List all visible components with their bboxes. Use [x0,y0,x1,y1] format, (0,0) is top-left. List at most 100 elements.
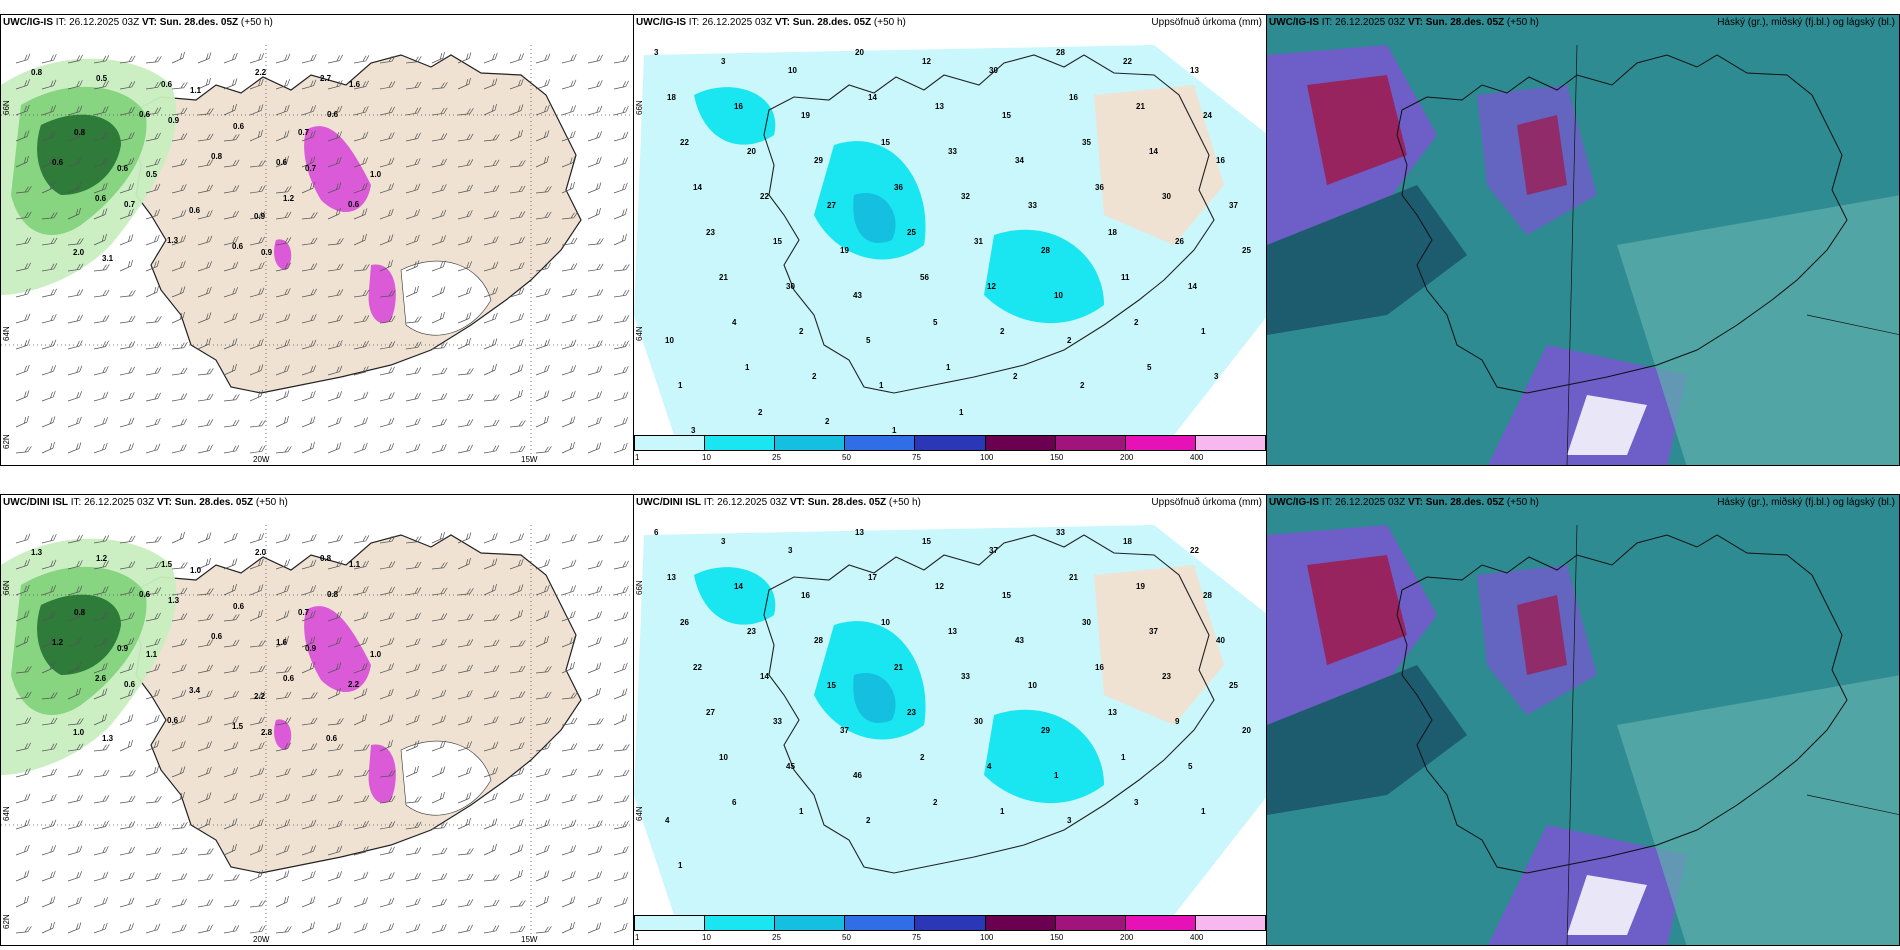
wind-barb [483,236,499,246]
wind-barb [93,820,109,830]
wind-barb [93,340,109,350]
snow-area [368,744,396,804]
precip-value-label: 0.6 [167,716,179,725]
wind-barb [561,365,576,376]
wind-barb [327,80,343,90]
colorbar-label: 25 [772,453,781,462]
wind-barb [119,132,135,142]
wind-barb [15,155,29,168]
wind-barb [249,262,265,272]
wind-barb [535,691,552,700]
precip-value-label: 26 [680,618,689,627]
glacier [400,260,492,336]
wind-barb [483,210,499,220]
wind-barb [41,921,55,934]
wind-barb [483,532,498,544]
precip-value-label: 0.6 [348,200,360,209]
wind-barb [197,133,214,142]
wind-barb [93,611,109,622]
precip-value-label: 1 [959,408,964,417]
wind-barb [119,417,135,428]
wind-barb [223,741,239,752]
wind-barb [41,181,55,194]
wind-barb [405,689,420,700]
wind-barb [327,314,343,324]
wind-barb [561,870,576,882]
wind-barb [145,872,161,882]
wind-barb [613,340,629,350]
wind-barb [509,185,526,194]
wind-barb [535,313,551,324]
precip-value-label: 10 [665,336,674,345]
wind-barb [431,924,447,934]
wind-barb [301,365,316,376]
precip-value-label: 36 [894,183,903,192]
wind-barb [93,871,109,882]
wind-barb [275,768,291,778]
wind-barb [457,664,473,674]
wind-barb [535,819,550,830]
wind-barb [535,559,550,570]
panel-subtitle: Uppsöfnuð úrkoma (mm) [1151,17,1262,28]
wind-barb [561,610,576,622]
accumulated-precip-panel-row2: UWC/DINI ISL IT: 26.12.2025 03Z VT: Sun.… [633,494,1267,946]
precip-value-label: 2.0 [255,548,267,557]
wind-barb [67,340,83,350]
panel-subtitle: Uppsöfnuð úrkoma (mm) [1151,497,1262,508]
panel-title: UWC/IG-IS IT: 26.12.2025 03Z VT: Sun. 28… [1269,17,1539,28]
wind-barb [197,261,212,272]
iceland-coastline [1396,54,1848,394]
wind-barb [197,639,214,648]
precip-value-label: 0.6 [95,194,107,203]
wind-barb [119,259,133,272]
wind-barb [93,131,109,142]
wind-barb [93,208,108,220]
wind-barb [327,156,342,168]
wind-barb [379,795,396,804]
wind-barb [67,845,83,856]
wind-barb [353,233,367,246]
wind-barb [457,261,472,272]
wind-barb [171,822,188,830]
wind-barb [93,535,110,544]
wind-barb [327,718,344,726]
wind-barb [15,793,31,804]
wind-barb [275,237,292,246]
wind-barb [275,339,290,350]
precip-area-dark [37,114,121,195]
wind-barb [457,899,474,908]
clear-area [1567,395,1647,455]
wind-barb [15,844,30,856]
wind-barb [197,52,212,64]
wind-barb [15,926,32,934]
precip-value-label: 0.7 [298,128,310,137]
wind-barb [613,846,629,856]
wind-barb [223,236,239,246]
wind-barb [379,183,394,194]
wind-barb [275,53,291,64]
wind-barb [171,184,187,194]
precip-value-label: 0.6 [124,680,136,689]
wind-barb [457,613,474,622]
wind-barb [327,391,342,402]
wind-barb [301,130,316,142]
wind-barb [535,844,550,856]
wind-barb [93,233,107,246]
wind-barb [561,794,577,804]
wind-barb [457,848,474,856]
precip-value-label: 2.2 [348,680,360,689]
colorbar-label: 25 [772,933,781,942]
colorbar-label: 200 [1120,453,1134,462]
graticule-meridian [1566,44,1578,465]
wind-barb [509,609,523,622]
precip-value-label: 23 [907,708,916,717]
wind-barb [561,288,577,298]
wind-barb [119,714,134,726]
wind-barb [379,55,396,64]
wind-barb [587,54,603,64]
wind-barb [67,442,82,454]
wind-barb [509,640,526,648]
wind-barb [41,692,58,700]
precip-value-label: 0.8 [327,590,339,599]
wind-barb [275,130,290,142]
